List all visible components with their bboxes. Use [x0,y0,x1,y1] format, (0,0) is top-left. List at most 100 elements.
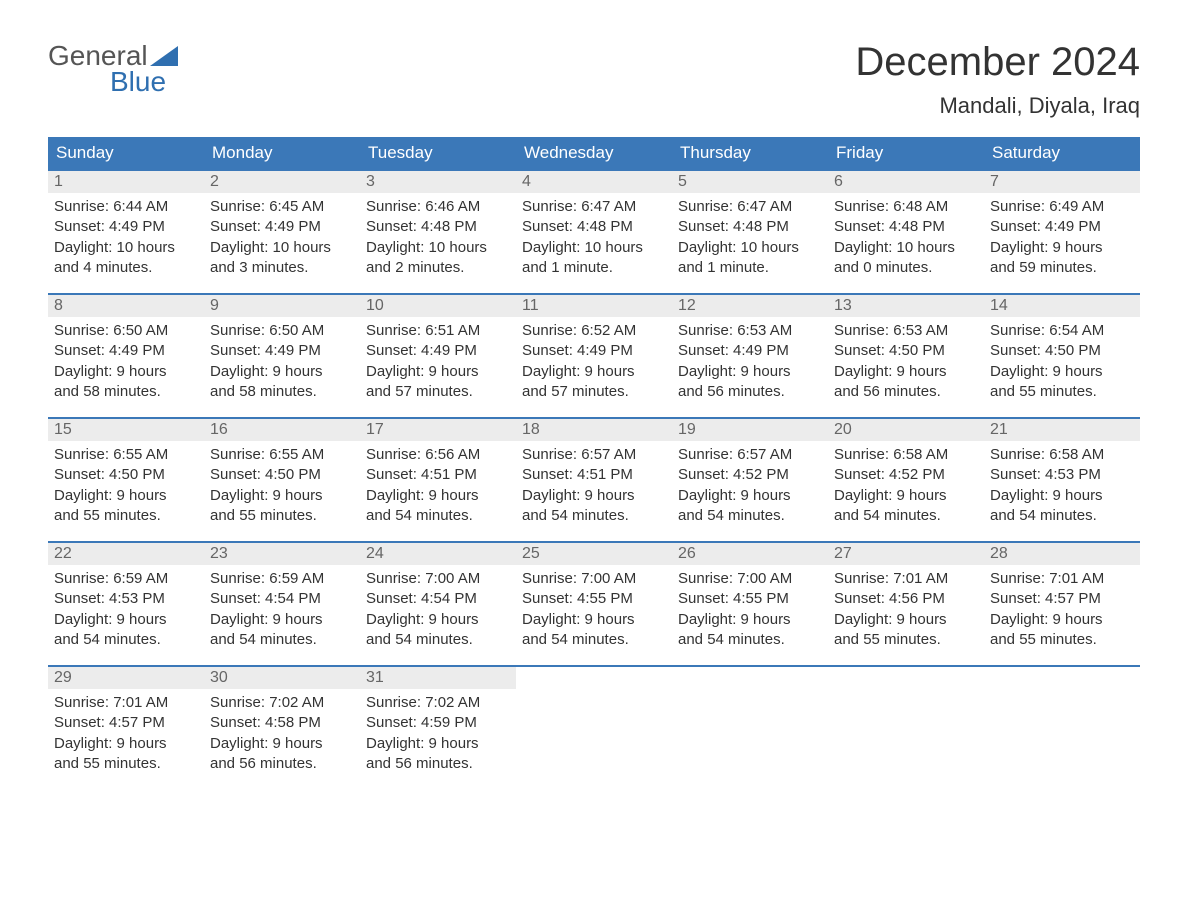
day-cell: 15Sunrise: 6:55 AMSunset: 4:50 PMDayligh… [48,419,204,541]
day-sunrise: Sunrise: 6:46 AM [366,197,510,217]
day-sunrise: Sunrise: 6:51 AM [366,321,510,341]
day-sunrise: Sunrise: 6:53 AM [834,321,978,341]
weeks-container: 1Sunrise: 6:44 AMSunset: 4:49 PMDaylight… [48,169,1140,789]
day-number: 29 [48,667,204,689]
day-daylight1: Daylight: 9 hours [522,610,666,630]
day-number: 20 [828,419,984,441]
day-number: 9 [204,295,360,317]
day-sunset: Sunset: 4:59 PM [366,713,510,733]
day-daylight1: Daylight: 10 hours [210,238,354,258]
day-sunrise: Sunrise: 7:01 AM [834,569,978,589]
day-cell: 17Sunrise: 6:56 AMSunset: 4:51 PMDayligh… [360,419,516,541]
day-content: Sunrise: 6:55 AMSunset: 4:50 PMDaylight:… [204,441,360,532]
day-sunrise: Sunrise: 7:00 AM [366,569,510,589]
day-sunset: Sunset: 4:50 PM [54,465,198,485]
day-daylight2: and 55 minutes. [834,630,978,650]
day-number: 6 [828,171,984,193]
day-daylight1: Daylight: 9 hours [366,486,510,506]
day-sunrise: Sunrise: 6:55 AM [210,445,354,465]
day-cell [828,667,984,789]
day-sunset: Sunset: 4:49 PM [210,341,354,361]
week-row: 1Sunrise: 6:44 AMSunset: 4:49 PMDaylight… [48,169,1140,293]
day-daylight2: and 56 minutes. [834,382,978,402]
day-content: Sunrise: 7:01 AMSunset: 4:57 PMDaylight:… [48,689,204,780]
day-number: 21 [984,419,1140,441]
day-number: 2 [204,171,360,193]
day-number: 30 [204,667,360,689]
day-content: Sunrise: 6:50 AMSunset: 4:49 PMDaylight:… [48,317,204,408]
day-sunrise: Sunrise: 7:02 AM [366,693,510,713]
day-daylight1: Daylight: 9 hours [834,486,978,506]
week-row: 22Sunrise: 6:59 AMSunset: 4:53 PMDayligh… [48,541,1140,665]
day-sunset: Sunset: 4:49 PM [210,217,354,237]
day-sunrise: Sunrise: 6:59 AM [54,569,198,589]
day-daylight2: and 59 minutes. [990,258,1134,278]
day-content: Sunrise: 6:47 AMSunset: 4:48 PMDaylight:… [672,193,828,284]
day-content: Sunrise: 6:53 AMSunset: 4:49 PMDaylight:… [672,317,828,408]
day-daylight1: Daylight: 9 hours [210,610,354,630]
day-sunrise: Sunrise: 6:47 AM [522,197,666,217]
day-sunset: Sunset: 4:56 PM [834,589,978,609]
day-cell [984,667,1140,789]
day-sunrise: Sunrise: 6:55 AM [54,445,198,465]
day-header-sun: Sunday [48,137,204,169]
day-number: 5 [672,171,828,193]
day-sunrise: Sunrise: 7:00 AM [522,569,666,589]
day-daylight1: Daylight: 9 hours [990,486,1134,506]
day-daylight2: and 57 minutes. [522,382,666,402]
day-daylight2: and 54 minutes. [366,506,510,526]
logo: General Blue [48,40,178,98]
day-content: Sunrise: 7:00 AMSunset: 4:55 PMDaylight:… [516,565,672,656]
day-daylight2: and 55 minutes. [990,630,1134,650]
day-cell: 8Sunrise: 6:50 AMSunset: 4:49 PMDaylight… [48,295,204,417]
day-daylight2: and 3 minutes. [210,258,354,278]
day-content: Sunrise: 6:55 AMSunset: 4:50 PMDaylight:… [48,441,204,532]
day-daylight2: and 54 minutes. [54,630,198,650]
day-cell: 30Sunrise: 7:02 AMSunset: 4:58 PMDayligh… [204,667,360,789]
day-daylight2: and 54 minutes. [522,506,666,526]
day-sunset: Sunset: 4:54 PM [366,589,510,609]
day-daylight1: Daylight: 9 hours [54,610,198,630]
day-number: 4 [516,171,672,193]
day-sunset: Sunset: 4:55 PM [522,589,666,609]
day-content: Sunrise: 7:02 AMSunset: 4:59 PMDaylight:… [360,689,516,780]
day-number: 10 [360,295,516,317]
day-number: 19 [672,419,828,441]
day-cell: 10Sunrise: 6:51 AMSunset: 4:49 PMDayligh… [360,295,516,417]
day-content: Sunrise: 6:51 AMSunset: 4:49 PMDaylight:… [360,317,516,408]
day-daylight2: and 55 minutes. [54,754,198,774]
day-cell: 13Sunrise: 6:53 AMSunset: 4:50 PMDayligh… [828,295,984,417]
day-number: 22 [48,543,204,565]
day-content: Sunrise: 6:59 AMSunset: 4:54 PMDaylight:… [204,565,360,656]
day-daylight2: and 0 minutes. [834,258,978,278]
day-daylight2: and 54 minutes. [522,630,666,650]
day-cell: 5Sunrise: 6:47 AMSunset: 4:48 PMDaylight… [672,171,828,293]
day-number: 15 [48,419,204,441]
day-daylight1: Daylight: 9 hours [834,362,978,382]
day-daylight2: and 58 minutes. [54,382,198,402]
day-content: Sunrise: 6:57 AMSunset: 4:51 PMDaylight:… [516,441,672,532]
day-cell [516,667,672,789]
day-daylight2: and 2 minutes. [366,258,510,278]
logo-flag-icon [150,46,178,66]
day-daylight2: and 54 minutes. [678,630,822,650]
day-sunset: Sunset: 4:52 PM [678,465,822,485]
day-sunrise: Sunrise: 6:54 AM [990,321,1134,341]
day-content: Sunrise: 6:50 AMSunset: 4:49 PMDaylight:… [204,317,360,408]
day-sunset: Sunset: 4:49 PM [366,341,510,361]
day-daylight1: Daylight: 9 hours [366,734,510,754]
day-number: 14 [984,295,1140,317]
day-sunrise: Sunrise: 6:56 AM [366,445,510,465]
day-daylight2: and 56 minutes. [678,382,822,402]
day-cell: 26Sunrise: 7:00 AMSunset: 4:55 PMDayligh… [672,543,828,665]
day-number: 23 [204,543,360,565]
day-daylight2: and 54 minutes. [366,630,510,650]
day-number: 28 [984,543,1140,565]
day-daylight2: and 55 minutes. [990,382,1134,402]
day-cell: 20Sunrise: 6:58 AMSunset: 4:52 PMDayligh… [828,419,984,541]
day-sunset: Sunset: 4:50 PM [990,341,1134,361]
day-cell: 23Sunrise: 6:59 AMSunset: 4:54 PMDayligh… [204,543,360,665]
calendar: Sunday Monday Tuesday Wednesday Thursday… [48,137,1140,789]
day-sunrise: Sunrise: 7:00 AM [678,569,822,589]
day-content [828,671,984,681]
